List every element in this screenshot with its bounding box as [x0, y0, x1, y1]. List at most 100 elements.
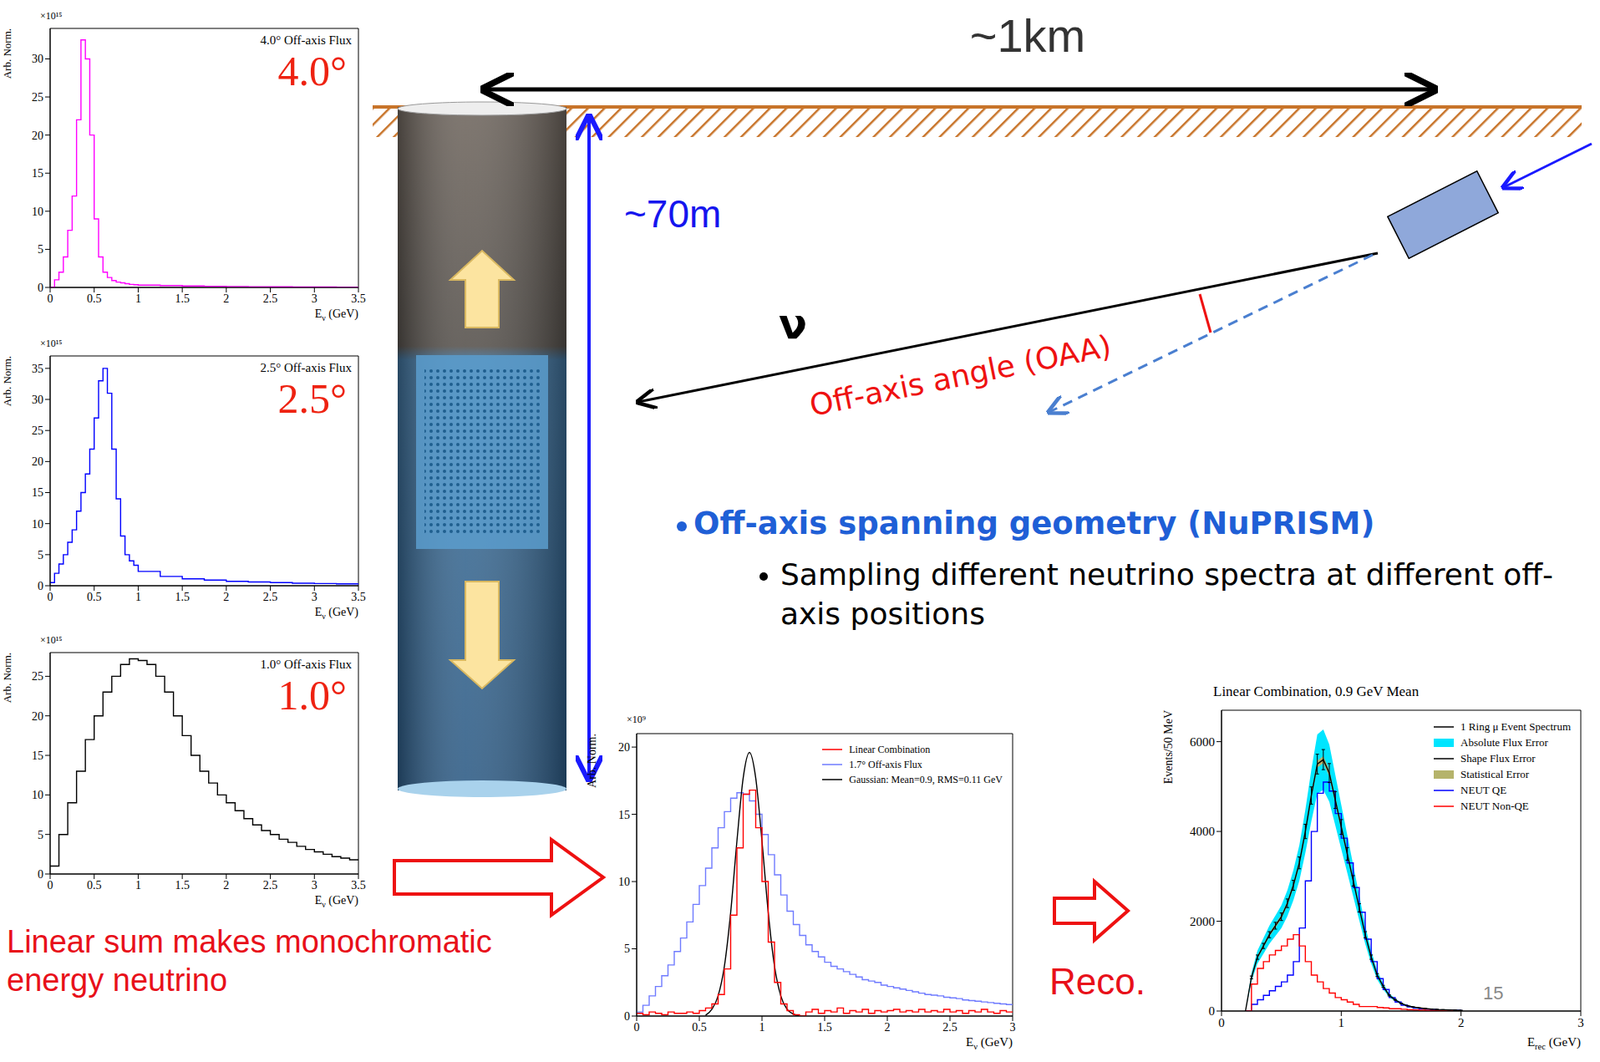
- svg-text:1.5: 1.5: [817, 1020, 833, 1034]
- html-text:×10¹⁵: ×10¹⁵: [40, 10, 63, 22]
- svg-text:3.5: 3.5: [350, 878, 366, 892]
- svg-text:15: 15: [31, 486, 44, 499]
- html-text:2.5°: 2.5°: [277, 375, 347, 422]
- svg-text:ν: ν: [778, 299, 808, 349]
- svg-text:~1km: ~1km: [970, 9, 1087, 62]
- svg-text:2.5: 2.5: [942, 1020, 958, 1034]
- svg-text:5: 5: [624, 942, 630, 955]
- svg-text:3: 3: [1010, 1020, 1016, 1034]
- html-text:Shape Flux Error: Shape Flux Error: [1460, 751, 1536, 765]
- html-text:NEUT Non-QE: NEUT Non-QE: [1460, 799, 1529, 812]
- svg-text:0: 0: [37, 868, 44, 881]
- svg-text:3: 3: [1577, 1015, 1585, 1030]
- svg-text:1: 1: [1338, 1015, 1346, 1030]
- svg-text:0.5: 0.5: [86, 292, 102, 305]
- svg-text:2.5: 2.5: [263, 292, 279, 305]
- html-text:Linear Combination, 0.9 GeV Me: Linear Combination, 0.9 GeV Mean: [1213, 683, 1419, 700]
- svg-text:25: 25: [31, 670, 44, 683]
- svg-text:6000: 6000: [1189, 735, 1215, 749]
- svg-text:25: 25: [31, 424, 44, 437]
- svg-text:5: 5: [37, 243, 44, 256]
- html-text:Arb. Norm.: Arb. Norm.: [585, 733, 599, 788]
- svg-text:10: 10: [31, 205, 44, 219]
- svg-text:3: 3: [311, 878, 318, 892]
- svg-text:2.5: 2.5: [263, 590, 279, 604]
- svg-text:0: 0: [634, 1020, 640, 1034]
- html-text:4.0°: 4.0°: [277, 47, 347, 95]
- svg-text:0: 0: [37, 281, 44, 295]
- html-text:4.0° Off-axis Flux: 4.0° Off-axis Flux: [260, 33, 352, 47]
- svg-text:0: 0: [47, 292, 54, 305]
- svg-text:20: 20: [31, 129, 44, 143]
- svg-text:25: 25: [31, 91, 44, 104]
- svg-text:15: 15: [618, 808, 630, 822]
- html-text:15: 15: [1483, 982, 1504, 1004]
- svg-text:0: 0: [1218, 1015, 1225, 1030]
- svg-text:15: 15: [31, 749, 44, 762]
- svg-text:2: 2: [884, 1020, 891, 1034]
- svg-text:30: 30: [31, 52, 44, 66]
- svg-text:2000: 2000: [1189, 914, 1215, 929]
- svg-text:3.5: 3.5: [350, 590, 366, 604]
- html-text:Events/50 MeV: Events/50 MeV: [1162, 710, 1175, 784]
- html-text:Eν(GeV): Eν(GeV): [965, 1035, 1013, 1052]
- html-text:Absolute Flux Error: Absolute Flux Error: [1460, 735, 1549, 749]
- svg-text:0.5: 0.5: [86, 878, 102, 892]
- html-text:Eν(GeV): Eν(GeV): [314, 307, 359, 323]
- svg-text:2: 2: [223, 878, 229, 892]
- svg-text:3: 3: [311, 590, 318, 604]
- html-text:1 Ring μ Event Spectrum: 1 Ring μ Event Spectrum: [1460, 719, 1571, 733]
- svg-text:35: 35: [31, 362, 44, 376]
- svg-text:0.5: 0.5: [691, 1020, 707, 1034]
- html-text:Arb. Norm.: Arb. Norm.: [0, 355, 14, 407]
- html-text:Linear sum makes monochromatic: Linear sum makes monochromatic energy ne…: [6, 924, 492, 998]
- svg-text:0.5: 0.5: [86, 590, 102, 604]
- svg-text:1: 1: [759, 1020, 766, 1034]
- svg-text:3: 3: [311, 292, 318, 305]
- svg-text:1.5: 1.5: [174, 590, 190, 604]
- svg-text:~70m: ~70m: [624, 192, 722, 236]
- svg-text:0: 0: [624, 1010, 630, 1023]
- svg-text:20: 20: [31, 455, 44, 468]
- html-text:Arb. Norm.: Arb. Norm.: [0, 652, 14, 703]
- html-text:×10⁹: ×10⁹: [626, 713, 646, 726]
- html-text:×10¹⁵: ×10¹⁵: [40, 337, 63, 350]
- svg-text:0: 0: [37, 579, 44, 593]
- svg-text:0: 0: [47, 878, 54, 892]
- svg-text:0: 0: [1208, 1004, 1216, 1018]
- svg-text:15: 15: [31, 167, 44, 180]
- svg-text:10: 10: [31, 788, 44, 802]
- svg-text:2.5: 2.5: [263, 878, 279, 892]
- svg-text:1: 1: [135, 878, 142, 892]
- svg-text:1.5: 1.5: [174, 878, 190, 892]
- html-text:Erec(GeV): Erec(GeV): [1527, 1035, 1581, 1052]
- html-text:Arb. Norm.: Arb. Norm.: [0, 28, 14, 79]
- html-text:Off-axis spanning geometry (Nu: Off-axis spanning geometry (NuPRISM): [693, 505, 1375, 542]
- svg-text:2: 2: [223, 292, 229, 305]
- html-text:Eν(GeV): Eν(GeV): [314, 894, 359, 910]
- html-text:Eν(GeV): Eν(GeV): [314, 605, 359, 621]
- svg-text:10: 10: [618, 875, 630, 889]
- svg-text:2: 2: [223, 590, 229, 604]
- svg-text:3.5: 3.5: [350, 292, 366, 305]
- svg-text:1.5: 1.5: [174, 292, 190, 305]
- svg-text:4000: 4000: [1189, 824, 1215, 839]
- svg-text:2: 2: [1457, 1015, 1465, 1030]
- svg-text:10: 10: [31, 518, 44, 531]
- svg-text:1: 1: [135, 590, 142, 604]
- html-text:Sampling different neutrino sp: Sampling different neutrino spectra at d…: [780, 557, 1554, 631]
- svg-text:0: 0: [47, 590, 54, 604]
- svg-text:5: 5: [37, 828, 44, 842]
- svg-text:Off-axis angle (OAA): Off-axis angle (OAA): [807, 328, 1115, 423]
- svg-text:20: 20: [31, 710, 44, 723]
- svg-text:1: 1: [135, 292, 142, 305]
- html-text:1.0° Off-axis Flux: 1.0° Off-axis Flux: [260, 657, 352, 671]
- html-text:1.0°: 1.0°: [277, 671, 347, 719]
- html-text:Statistical Error: Statistical Error: [1460, 767, 1529, 780]
- html-text:NEUT QE: NEUT QE: [1460, 783, 1507, 796]
- svg-text:30: 30: [31, 393, 44, 407]
- html-text:Reco.: Reco.: [1049, 960, 1146, 1002]
- html-text:2.5° Off-axis Flux: 2.5° Off-axis Flux: [260, 360, 352, 375]
- svg-text:5: 5: [37, 548, 44, 562]
- svg-text:20: 20: [618, 741, 630, 754]
